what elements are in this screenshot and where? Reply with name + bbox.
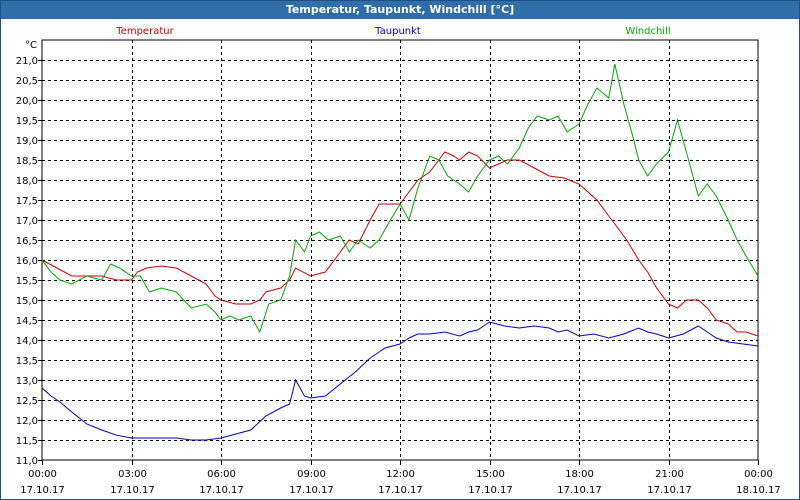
x-tick-date-label: 17.10.17	[110, 485, 155, 496]
y-tick-label: 20,0	[16, 96, 38, 107]
y-tick-label: 12,5	[16, 396, 38, 407]
y-tick-label: 21,0	[16, 56, 38, 67]
y-tick-label: 13,5	[16, 356, 38, 367]
x-tick-date-label: 17.10.17	[647, 485, 692, 496]
legend-windchill: Windchill	[625, 26, 670, 37]
x-tick-date-label: 17.10.17	[557, 485, 602, 496]
y-axis-label: °C	[25, 40, 37, 51]
series-line-taupunkt	[41, 321, 759, 441]
y-tick-label: 14,5	[16, 316, 38, 327]
y-tick-label: 19,5	[16, 116, 38, 127]
window-title: Temperatur, Taupunkt, Windchill [°C]	[1, 1, 799, 19]
legend-layer: Temperatur Taupunkt Windchill	[115, 26, 670, 37]
x-tick-time-label: 00:00	[28, 469, 57, 480]
y-tick-label: 11,5	[16, 436, 38, 447]
x-tick-date-label: 17.10.17	[289, 485, 334, 496]
x-tick-date-label: 17.10.17	[468, 485, 513, 496]
x-tick-date-label: 18.10.17	[736, 485, 781, 496]
x-tick-date-label: 17.10.17	[20, 485, 65, 496]
x-tick-date-label: 17.10.17	[199, 485, 244, 496]
x-tick-date-label: 17.10.17	[378, 485, 423, 496]
x-tick-time-label: 06:00	[207, 469, 236, 480]
y-tick-label: 19,0	[16, 136, 38, 147]
axis-layer: 11,0 11,5 12,0 12,5 13,0 13,5 14,0 14,5 15,0 15,5…	[16, 39, 781, 496]
series-line-windchill	[41, 63, 759, 334]
y-tick-label: 18,5	[16, 156, 38, 167]
x-tick-time-label: 12:00	[386, 469, 415, 480]
x-tick-time-label: 09:00	[297, 469, 326, 480]
y-tick-label: 20,5	[16, 76, 38, 87]
y-tick-label: 13,0	[16, 376, 38, 387]
x-tick-time-label: 15:00	[476, 469, 505, 480]
y-tick-label: 18,0	[16, 176, 38, 187]
series-line-temperatur	[41, 151, 759, 337]
x-tick-time-label: 00:00	[744, 469, 773, 480]
grid-layer	[42, 40, 758, 460]
y-tick-label: 15,5	[16, 276, 38, 287]
y-tick-label: 16,0	[16, 256, 38, 267]
y-tick-label: 17,5	[16, 196, 38, 207]
y-tick-label: 11,0	[16, 456, 38, 467]
y-tick-label: 16,5	[16, 236, 38, 247]
y-tick-label: 12,0	[16, 416, 38, 427]
legend-temperatur: Temperatur	[115, 26, 174, 37]
series-layer	[41, 63, 759, 441]
y-tick-label: 15,0	[16, 296, 38, 307]
x-tick-time-label: 18:00	[565, 469, 594, 480]
x-tick-time-label: 21:00	[655, 469, 684, 480]
y-tick-label: 14,0	[16, 336, 38, 347]
x-tick-time-label: 03:00	[118, 469, 147, 480]
legend-taupunkt: Taupunkt	[374, 26, 421, 37]
y-tick-label: 17,0	[16, 216, 38, 227]
